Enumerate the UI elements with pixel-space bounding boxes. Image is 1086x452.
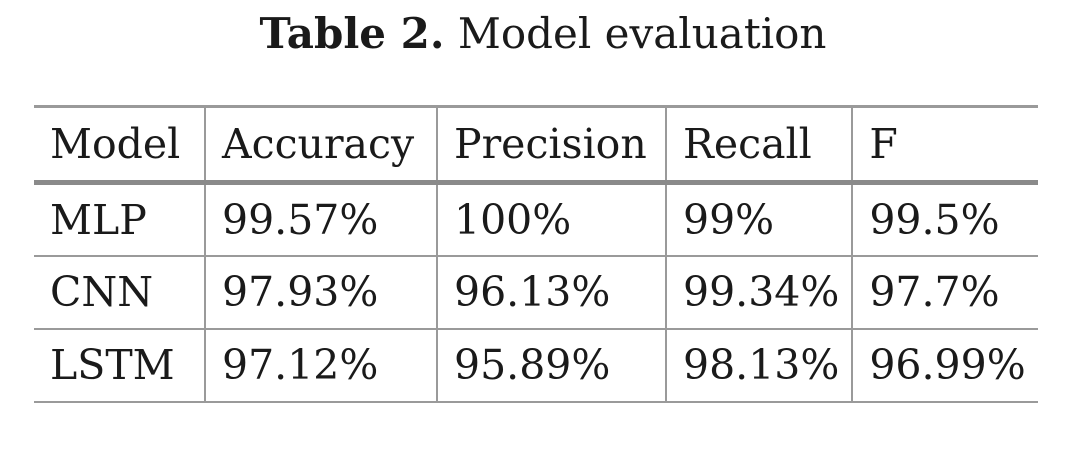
header-accuracy: Accuracy	[204, 105, 437, 185]
cell-f: 97.7%	[851, 255, 1039, 330]
cell-f: 96.99%	[851, 328, 1039, 403]
cell-f: 99.5%	[851, 182, 1039, 257]
header-precision: Precision	[436, 105, 666, 185]
cell-model: LSTM	[34, 328, 205, 403]
cell-model: CNN	[34, 255, 205, 330]
table-row: CNN 97.93% 96.13% 99.34% 97.7%	[34, 255, 1039, 330]
table-caption-text: Model evaluation	[457, 9, 827, 58]
table-row: LSTM 97.12% 95.89% 98.13% 96.99%	[34, 328, 1039, 403]
cell-precision: 100%	[436, 182, 666, 257]
cell-accuracy: 97.12%	[204, 328, 437, 403]
table-row: MLP 99.57% 100% 99% 99.5%	[34, 182, 1039, 257]
table-caption: Table 2. Model evaluation	[0, 8, 1086, 60]
cell-model: MLP	[34, 182, 205, 257]
header-model: Model	[34, 105, 205, 185]
model-evaluation-table: Model Accuracy Precision Recall F MLP 99…	[34, 105, 1039, 403]
table-caption-label: Table 2.	[259, 9, 445, 58]
cell-recall: 99.34%	[664, 255, 853, 330]
cell-accuracy: 97.93%	[204, 255, 437, 330]
cell-precision: 96.13%	[436, 255, 666, 330]
header-recall: Recall	[664, 105, 853, 185]
cell-precision: 95.89%	[436, 328, 666, 403]
cell-recall: 98.13%	[664, 328, 853, 403]
table-header-row: Model Accuracy Precision Recall F	[34, 105, 1039, 185]
cell-accuracy: 99.57%	[204, 182, 437, 257]
cell-recall: 99%	[664, 182, 853, 257]
header-f: F	[851, 105, 1039, 185]
